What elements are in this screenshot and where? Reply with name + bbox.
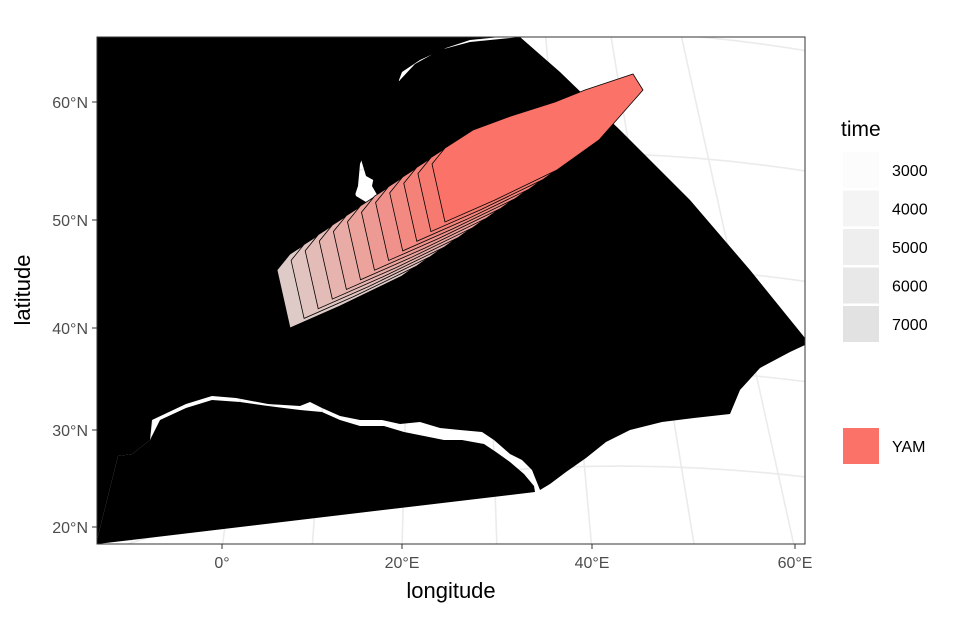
land-africa-arabia (97, 400, 535, 544)
land-ireland (198, 226, 224, 254)
land-sardinia (294, 350, 306, 372)
y-tick-label-4: 60°N (52, 95, 88, 112)
x-tick-label-3: 60°E (778, 555, 813, 572)
legend-title: time (841, 118, 881, 141)
y-tick-label-1: 30°N (52, 423, 88, 440)
legend-swatch-time-4000 (843, 190, 879, 227)
region-layer-11 (431, 73, 644, 223)
x-axis-title: longitude (406, 578, 495, 603)
plot-panel-border (96, 36, 806, 545)
region-layers (276, 73, 644, 329)
land-eurasia (97, 37, 805, 540)
y-axis-title: latitude (10, 255, 35, 326)
land-iceland (180, 152, 232, 176)
land-cyprus (480, 400, 498, 410)
y-tick-label-0: 20°N (52, 520, 88, 537)
legend-label-yam: YAM (892, 439, 925, 456)
legend-label-time-5000: 5000 (892, 240, 928, 257)
legend-label-time-4000: 4000 (892, 202, 928, 219)
legend-label-time-3000: 3000 (892, 163, 928, 180)
legend-swatch-time-5000 (843, 229, 879, 265)
legend-swatch-time-3000 (843, 152, 879, 188)
legend-swatch-time-7000 (843, 306, 879, 342)
parallel-70n (120, 0, 800, 20)
land-italy (312, 330, 372, 384)
land-mass (97, 37, 805, 544)
legend-swatch-time-6000 (843, 267, 879, 304)
x-tick-label-0: 0° (214, 555, 229, 572)
x-axis: 0° 20°E 40°E 60°E longitude (214, 544, 812, 603)
legend: time 3000 4000 5000 6000 7000 YAM (841, 118, 928, 464)
y-tick-label-3: 50°N (52, 213, 88, 230)
land-crete (420, 410, 444, 418)
land-scandinavia (288, 78, 410, 214)
land-great-britain (230, 190, 262, 264)
x-tick-label-2: 40°E (575, 555, 610, 572)
x-tick-label-1: 20°E (385, 555, 420, 572)
legend-label-time-6000: 6000 (892, 279, 928, 296)
legend-time-keys: 3000 4000 5000 6000 7000 (843, 152, 928, 342)
y-axis: 20°N 30°N 40°N 50°N 60°N latitude (10, 95, 97, 537)
y-tick-label-2: 40°N (52, 321, 88, 338)
land-sicily (340, 388, 362, 398)
legend-label-time-7000: 7000 (892, 317, 928, 334)
legend-swatch-yam (843, 428, 879, 464)
